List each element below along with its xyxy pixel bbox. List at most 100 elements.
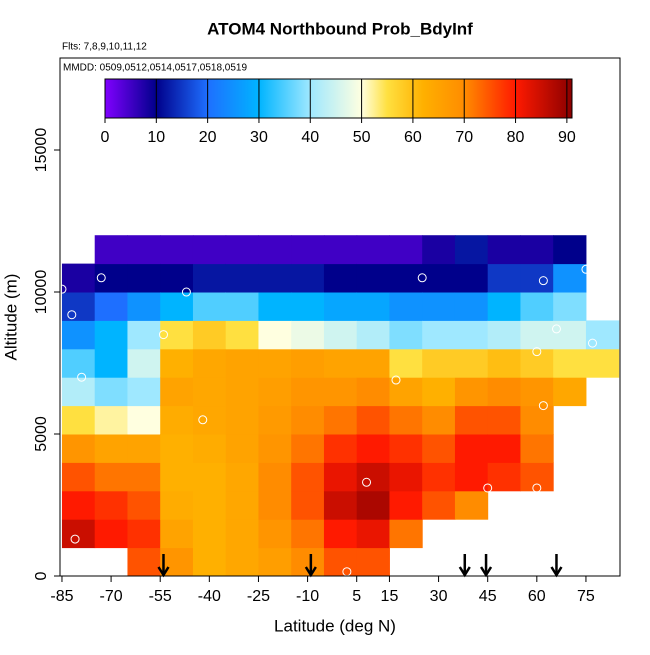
- point: [417, 273, 427, 283]
- heat-cell: [356, 263, 390, 293]
- heat-cell: [553, 263, 587, 293]
- heat-cell: [520, 235, 554, 265]
- heat-cell: [389, 292, 423, 321]
- chart-title: ATOM4 Northbound Prob_BdyInf: [207, 19, 473, 38]
- heat-cell: [127, 263, 161, 293]
- heat-cell: [61, 462, 96, 492]
- heat-cell: [454, 462, 489, 492]
- heat-cell: [389, 405, 423, 435]
- heat-cell: [258, 377, 292, 407]
- heat-cell: [389, 434, 423, 463]
- heat-cell: [94, 434, 128, 463]
- heat-cell: [192, 320, 227, 350]
- heat-cell: [160, 405, 194, 435]
- point: [362, 477, 372, 487]
- heat-cell: [258, 292, 292, 321]
- x-tick-label: -70: [100, 588, 123, 605]
- heat-cell: [127, 519, 161, 549]
- heat-cell: [94, 405, 128, 435]
- subtitle: Flts: 7,8,9,10,11,12: [62, 42, 147, 53]
- heat-cell: [61, 377, 96, 407]
- heat-cell: [487, 320, 521, 350]
- y-tick-label: 0: [33, 571, 50, 580]
- heat-cell: [160, 235, 194, 265]
- x-tick-label: -55: [149, 588, 172, 605]
- heat-cell: [520, 462, 554, 492]
- heat-cell: [553, 320, 587, 350]
- heat-cell: [192, 405, 227, 435]
- x-tick-label: 75: [577, 588, 595, 605]
- heat-cell: [94, 292, 128, 321]
- heat-cell: [323, 490, 358, 520]
- heat-cell: [127, 434, 161, 463]
- heat-cell: [225, 490, 259, 520]
- heat-cell: [323, 547, 358, 577]
- heat-cell: [520, 348, 554, 378]
- colorbar-tick-label: 70: [455, 129, 473, 146]
- heat-cell: [291, 462, 325, 492]
- heat-cell: [454, 235, 489, 265]
- heat-cell: [356, 462, 390, 492]
- heat-cell: [192, 547, 227, 577]
- heat-cell: [192, 292, 227, 321]
- heat-cell: [356, 405, 390, 435]
- colorbar-tick-label: 50: [353, 129, 371, 146]
- heat-cell: [356, 490, 390, 520]
- heat-cell: [94, 320, 128, 350]
- point: [391, 375, 401, 385]
- heat-cell: [454, 490, 489, 520]
- colorbar-tick-label: 80: [507, 129, 525, 146]
- heat-cell: [258, 519, 292, 549]
- heat-cell: [553, 377, 587, 407]
- arrow-head: [458, 566, 471, 578]
- heat-cell: [291, 519, 325, 549]
- heat-cell: [487, 235, 521, 265]
- arrow: [550, 554, 563, 578]
- colorbar-tick-label: 30: [250, 129, 268, 146]
- heat-cell: [258, 348, 292, 378]
- heat-cell: [520, 377, 554, 407]
- heat-cell: [127, 348, 161, 378]
- heat-cell: [323, 405, 358, 435]
- heat-cell: [422, 292, 456, 321]
- heat-cell: [192, 490, 227, 520]
- point: [532, 347, 542, 357]
- heat-cell: [323, 348, 358, 378]
- heat-cell: [61, 348, 96, 378]
- point: [538, 401, 548, 411]
- x-tick-label: -10: [296, 588, 319, 605]
- heat-cell: [225, 462, 259, 492]
- heat-cell: [553, 235, 587, 265]
- heat-cell: [127, 490, 161, 520]
- heat-cell: [487, 434, 521, 463]
- heat-cell: [356, 377, 390, 407]
- heat-cell: [291, 263, 325, 293]
- heat-cell: [160, 263, 194, 293]
- point: [77, 372, 87, 382]
- heat-cell: [356, 519, 390, 549]
- heat-cell: [258, 235, 292, 265]
- point: [96, 273, 106, 283]
- arrow-head: [479, 566, 493, 578]
- colorbar-tick-label: 20: [199, 129, 217, 146]
- heat-cell: [61, 320, 96, 350]
- heat-cell: [225, 320, 259, 350]
- heat-cell: [94, 462, 128, 492]
- heat-cell: [160, 519, 194, 549]
- heat-cell: [454, 263, 489, 293]
- heat-cell: [323, 320, 358, 350]
- colorbar-tick-label: 0: [101, 129, 110, 146]
- colorbar-tick-label: 10: [147, 129, 165, 146]
- heat-cell: [225, 348, 259, 378]
- y-tick-label: 5000: [33, 416, 50, 452]
- heat-cell: [389, 263, 423, 293]
- heat-cell: [585, 348, 620, 378]
- x-axis-label: Latitude (deg N): [274, 616, 396, 635]
- heat-cell: [422, 320, 456, 350]
- heat-cell: [389, 235, 423, 265]
- heat-cell: [553, 348, 587, 378]
- arrow-head: [157, 566, 170, 578]
- point: [198, 415, 208, 425]
- heat-cell: [127, 377, 161, 407]
